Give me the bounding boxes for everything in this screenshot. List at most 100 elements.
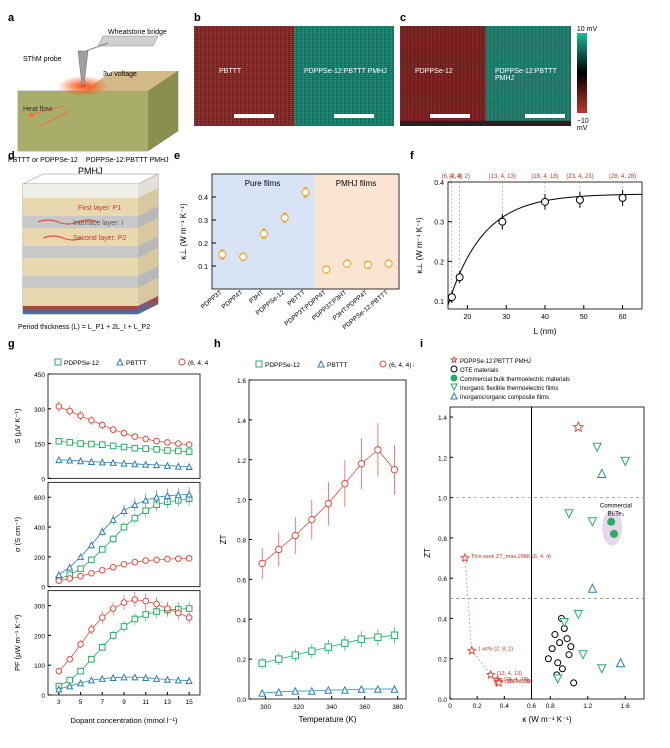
svg-text:(13, 4, 13): (13, 4, 13): [489, 174, 516, 180]
panel-b-label: b: [194, 12, 201, 24]
svg-text:κ⊥ (W m⁻¹ K⁻¹): κ⊥ (W m⁻¹ K⁻¹): [415, 217, 424, 274]
svg-text:S (μV K⁻¹): S (μV K⁻¹): [13, 408, 22, 443]
voltage-label: 3ω voltage: [103, 71, 137, 78]
svg-text:3: 3: [57, 699, 61, 706]
colorbar-min: −10 mV: [577, 118, 600, 132]
svg-text:400: 400: [34, 525, 45, 532]
svg-text:360: 360: [359, 704, 370, 711]
svg-text:1 wt% (2, 8, 2): 1 wt% (2, 8, 2): [478, 647, 514, 653]
svg-text:300: 300: [34, 407, 45, 414]
panel-f-label: f: [410, 150, 414, 162]
svg-text:600: 600: [34, 495, 45, 502]
svg-text:200: 200: [34, 555, 45, 562]
svg-text:0: 0: [41, 476, 45, 483]
svg-text:κ⊥ (W m⁻¹ K⁻¹): κ⊥ (W m⁻¹ K⁻¹): [179, 203, 188, 260]
svg-text:PF (μW m⁻¹ K⁻²): PF (μW m⁻¹ K⁻²): [13, 614, 22, 671]
svg-text:PDPP3T: PDPP3T: [200, 289, 224, 311]
svg-text:0: 0: [41, 693, 45, 700]
svg-text:PDPPSe-12:PBTTT PMHJ: PDPPSe-12:PBTTT PMHJ: [460, 359, 531, 365]
scalebar-c-left: [430, 114, 470, 118]
panel-e: e Pure filmsPMHJ films0.10.20.30.4κ⊥ (W …: [174, 146, 404, 326]
sthm-schematic: Wheatstone bridge SThM probe 3ω voltage …: [8, 26, 188, 156]
svg-text:ZT: ZT: [219, 535, 228, 545]
svg-text:Commercial bulk thermoelectric: Commercial bulk thermoelectric materials: [460, 377, 570, 383]
svg-text:PBTTT: PBTTT: [126, 360, 147, 367]
panel-a-label: a: [8, 12, 14, 24]
panel-a: a Wheatstone bridge SThM probe 3ω v: [8, 8, 188, 138]
svg-text:Temperature (K): Temperature (K): [299, 715, 357, 724]
chart-i: PDPPSe-12:PBTTT PMHJ OTE materials Commerc…: [420, 352, 650, 727]
panel-g: g PDPPSe-12PBTTT(6, 4, 4) PMHJ0150300450…: [8, 334, 208, 714]
svg-text:0.0: 0.0: [237, 697, 246, 704]
svg-text:1.6: 1.6: [237, 378, 246, 385]
svg-text:Commercial: Commercial: [600, 504, 632, 510]
scalebar-b-left: [234, 114, 274, 118]
svg-text:PDPP4T: PDPP4T: [221, 289, 245, 311]
svg-text:0: 0: [41, 585, 45, 592]
chart-h: PDPPSe-12PBTTT(6, 4, 4) PMHJ0.00.20.40.6…: [214, 352, 414, 727]
svg-text:This work ZT_max,298K (6, 4, 4: This work ZT_max,298K (6, 4, 4): [471, 554, 551, 560]
chart-g: PDPPSe-12PBTTT(6, 4, 4) PMHJ0150300450S …: [8, 352, 208, 727]
svg-text:13: 13: [164, 699, 172, 706]
scalebar-c-right: [525, 114, 565, 118]
c-left-label: PDPPSe-12: [415, 68, 453, 75]
heatmap-b: PBTTT PDPPSe-12:PBTTT PMHJ: [194, 26, 394, 126]
svg-text:PDPPSe-12: PDPPSe-12: [265, 362, 300, 369]
svg-text:0.1: 0.1: [434, 299, 444, 306]
svg-text:320: 320: [293, 704, 304, 711]
svg-text:0: 0: [448, 703, 452, 710]
svg-text:0.6: 0.6: [237, 577, 246, 584]
svg-text:7: 7: [100, 699, 104, 706]
svg-text:100: 100: [34, 663, 45, 670]
svg-text:0.8: 0.8: [546, 703, 555, 710]
panel-c: c PDPPSe-12 PDPPSe-12:PBTTT PMHJ 10 mV: [400, 8, 600, 138]
svg-text:150: 150: [34, 442, 45, 449]
svg-text:OTE materials: OTE materials: [460, 368, 498, 374]
b-right-label: PDPPSe-12:PBTTT PMHJ: [304, 68, 387, 75]
svg-text:1.6: 1.6: [621, 703, 630, 710]
heatflow-label: Heat flow: [23, 106, 53, 113]
svg-text:σ (S cm⁻¹): σ (S cm⁻¹): [13, 516, 22, 552]
svg-text:15: 15: [186, 699, 194, 706]
svg-text:9: 9: [122, 699, 126, 706]
svg-text:0.0: 0.0: [438, 697, 447, 704]
svg-text:450: 450: [34, 372, 45, 379]
panel-h-label: h: [214, 338, 221, 350]
pmhj-title: PMHJ: [78, 166, 103, 176]
svg-text:30: 30: [502, 314, 510, 321]
svg-text:0.3: 0.3: [434, 220, 444, 227]
panel-e-label: e: [174, 150, 180, 162]
svg-text:0.2: 0.2: [434, 259, 444, 266]
probe-label: SThM probe: [23, 56, 62, 63]
svg-text:(6, 4, 4) PMHJ: (6, 4, 4) PMHJ: [188, 360, 208, 367]
svg-text:1.2: 1.2: [237, 458, 246, 465]
svg-text:(23, 4, 23): (23, 4, 23): [566, 174, 593, 180]
colorbar: [577, 33, 587, 113]
svg-text:300: 300: [260, 704, 271, 711]
svg-text:κ (W m⁻¹ K⁻¹): κ (W m⁻¹ K⁻¹): [522, 715, 572, 724]
svg-text:60: 60: [619, 314, 627, 321]
panel-i-label: i: [420, 338, 423, 350]
c-right-label: PDPPSe-12:PBTTT PMHJ: [495, 68, 571, 82]
svg-text:(28, 4, 28): (28, 4, 28): [609, 174, 636, 180]
heatmap-c: PDPPSe-12 PDPPSe-12:PBTTT PMHJ: [400, 26, 571, 126]
svg-text:200: 200: [34, 633, 45, 640]
chart-f: (6, 4, 4)(2, 8, 2)(13, 4, 13)(18, 4, 18)…: [410, 164, 650, 339]
svg-text:380: 380: [392, 704, 403, 711]
svg-text:PBTTT: PBTTT: [327, 362, 348, 369]
svg-text:Inorganic/organic composite fi: Inorganic/organic composite films: [460, 395, 549, 401]
svg-text:0.4: 0.4: [438, 616, 447, 623]
panel-c-label: c: [400, 12, 406, 24]
panel-d-label: d: [8, 150, 15, 162]
svg-text:Pure films: Pure films: [245, 179, 281, 188]
svg-text:1.0: 1.0: [237, 498, 246, 505]
svg-text:0.6: 0.6: [527, 703, 536, 710]
svg-text:0.2: 0.2: [473, 703, 482, 710]
svg-text:0.4: 0.4: [198, 195, 208, 202]
panel-h: h PDPPSe-12PBTTT(6, 4, 4) PMHJ0.00.20.40…: [214, 334, 414, 714]
svg-text:300: 300: [34, 604, 45, 611]
svg-text:0.4: 0.4: [237, 617, 246, 624]
svg-text:1.2: 1.2: [438, 455, 447, 462]
svg-text:0.6: 0.6: [438, 576, 447, 583]
svg-text:(6, 4, 4) PMHJ: (6, 4, 4) PMHJ: [389, 362, 414, 369]
